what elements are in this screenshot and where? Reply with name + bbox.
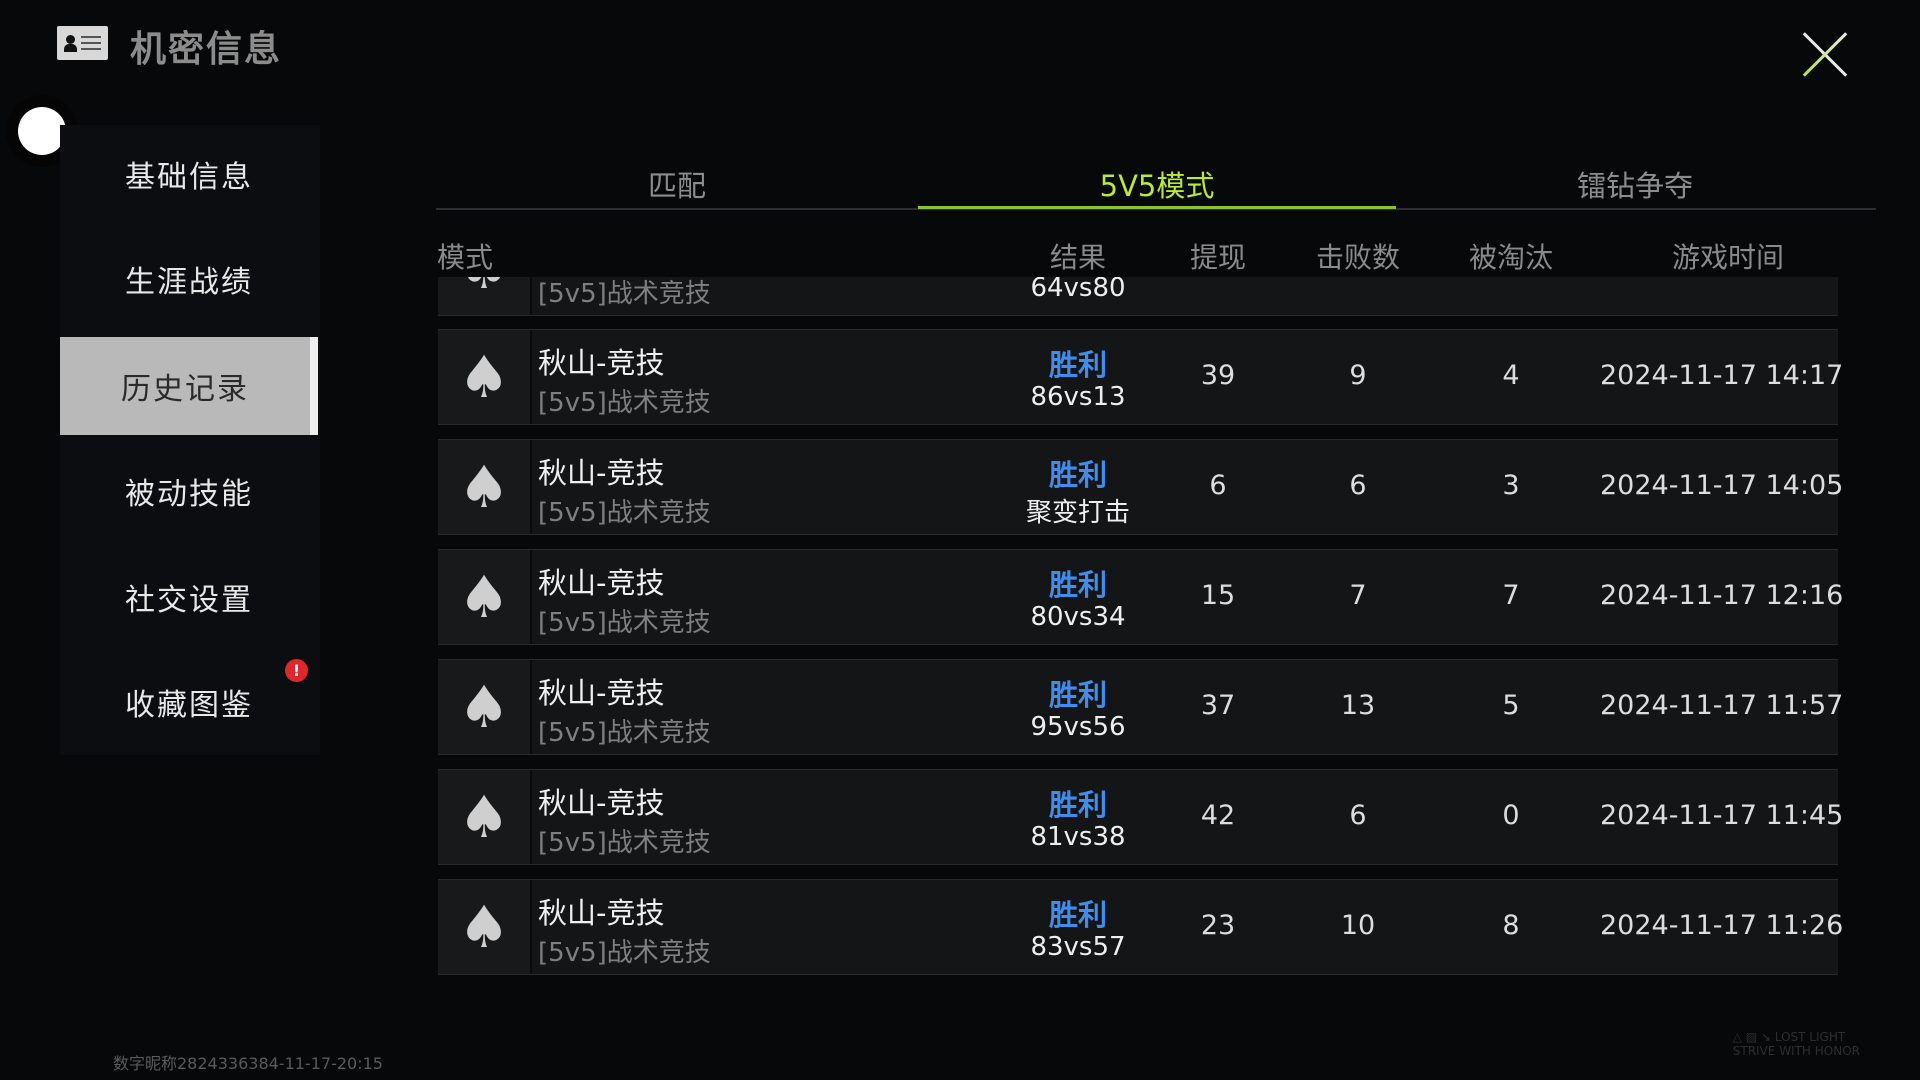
score: 80vs34: [1030, 602, 1126, 632]
cashout: 42: [1200, 800, 1236, 831]
watermark-text: 数字昵称2824336384-11-17-20:15: [113, 1054, 383, 1073]
brand-logo: △ ▨ ↘ LOST LIGHT STRIVE WITH HONOR: [1732, 1030, 1860, 1058]
sidebar-item-social[interactable]: 社交设置: [125, 583, 253, 618]
eliminated: 4: [1502, 360, 1520, 391]
alert-badge: !: [285, 659, 308, 682]
tab-divider: [436, 208, 1876, 210]
table-row[interactable]: ♠ [5v5]战术竞技 64vs80: [438, 277, 1838, 316]
header-time: 游戏时间: [1671, 241, 1785, 274]
map-name: 秋山-竞技: [538, 456, 665, 490]
kills: 10: [1340, 910, 1376, 941]
mode-icon: ♠: [438, 277, 532, 315]
score: 95vs56: [1030, 712, 1126, 742]
history-table[interactable]: ♠ [5v5]战术竞技 64vs80 ♠ 秋山-竞技 [5v5]战术竞技 胜利 …: [436, 277, 1846, 977]
mode-name: [5v5]战术竞技: [538, 608, 711, 638]
mode-icon: ♠: [438, 660, 532, 754]
id-card-icon: [57, 26, 108, 60]
table-row[interactable]: ♠ 秋山-竞技 [5v5]战术竞技 胜利 83vs57 23 10 8 2024…: [438, 879, 1846, 975]
result: 胜利: [1048, 348, 1108, 382]
cashout: 6: [1209, 470, 1227, 501]
header-eliminated: 被淘汰: [1468, 241, 1554, 274]
game-time: 2024-11-17 11:57:45: [1600, 690, 1846, 721]
tab-diamond[interactable]: 镭钻争夺: [1576, 169, 1693, 203]
header-mode: 模式: [436, 241, 494, 274]
eliminated: 8: [1502, 910, 1520, 941]
result: 胜利: [1048, 458, 1108, 492]
sidebar-item-history[interactable]: 历史记录: [60, 337, 318, 435]
table-row[interactable]: ♠ 秋山-竞技 [5v5]战术竞技 胜利 86vs13 39 9 4 2024-…: [438, 329, 1846, 425]
map-name: 秋山-竞技: [538, 566, 665, 600]
cashout: 39: [1200, 360, 1236, 391]
score: 聚变打击: [1025, 498, 1131, 528]
mode-name: [5v5]战术竞技: [538, 388, 711, 418]
mode-name: [5v5]战术竞技: [538, 828, 711, 858]
sidebar-item-career[interactable]: 生涯战绩: [125, 265, 253, 300]
result: 胜利: [1048, 678, 1108, 712]
sidebar: 基础信息 生涯战绩 历史记录 被动技能 社交设置 收藏图鉴: [60, 125, 320, 755]
map-name: 秋山-竞技: [538, 786, 665, 820]
kills: 6: [1349, 800, 1367, 831]
eliminated: 7: [1502, 580, 1520, 611]
kills: 6: [1349, 470, 1367, 501]
mode-name: [5v5]战术竞技: [538, 279, 711, 309]
score: 83vs57: [1030, 932, 1126, 962]
mode-icon: ♠: [438, 330, 532, 424]
map-name: 秋山-竞技: [538, 896, 665, 930]
score: 86vs13: [1030, 382, 1126, 412]
mode-name: [5v5]战术竞技: [538, 718, 711, 748]
result: 胜利: [1048, 788, 1108, 822]
mode-name: [5v5]战术竞技: [538, 498, 711, 528]
mode-icon: ♠: [438, 770, 532, 864]
header-result: 结果: [1049, 241, 1107, 274]
table-row[interactable]: ♠ 秋山-竞技 [5v5]战术竞技 胜利 95vs56 37 13 5 2024…: [438, 659, 1846, 755]
map-name: 秋山-竞技: [538, 346, 665, 380]
mode-icon: ♠: [438, 880, 532, 974]
kills: 7: [1349, 580, 1367, 611]
tab-match[interactable]: 匹配: [647, 169, 706, 203]
tab-5v5[interactable]: 5V5模式: [1099, 169, 1215, 203]
map-name: 秋山-竞技: [538, 676, 665, 710]
kills: 13: [1340, 690, 1376, 721]
result: 胜利: [1048, 898, 1108, 932]
mode-icon: ♠: [438, 440, 532, 534]
eliminated: 0: [1502, 800, 1520, 831]
game-time: 2024-11-17 11:45:02: [1600, 800, 1846, 831]
page-title: 机密信息: [130, 29, 283, 70]
table-row[interactable]: ♠ 秋山-竞技 [5v5]战术竞技 胜利 80vs34 15 7 7 2024-…: [438, 549, 1846, 645]
result: 胜利: [1048, 568, 1108, 602]
mode-name: [5v5]战术竞技: [538, 938, 711, 968]
table-row[interactable]: ♠ 秋山-竞技 [5v5]战术竞技 胜利 81vs38 42 6 0 2024-…: [438, 769, 1846, 865]
game-time: 2024-11-17 11:26:29: [1600, 910, 1846, 941]
header-cashout: 提现: [1189, 241, 1247, 274]
kills: 9: [1349, 360, 1367, 391]
game-time: 2024-11-17 14:17:28: [1600, 360, 1846, 391]
game-time: 2024-11-17 14:05:16: [1600, 470, 1846, 501]
close-icon[interactable]: [1800, 30, 1850, 80]
cashout: 37: [1200, 690, 1236, 721]
cashout: 15: [1200, 580, 1236, 611]
score: 81vs38: [1030, 822, 1126, 852]
cashout: 23: [1200, 910, 1236, 941]
score: 64vs80: [1030, 277, 1126, 303]
mode-icon: ♠: [438, 550, 532, 644]
tab-underline: [918, 206, 1396, 209]
eliminated: 5: [1502, 690, 1520, 721]
sidebar-item-collection[interactable]: 收藏图鉴: [125, 688, 253, 723]
sidebar-item-basic-info[interactable]: 基础信息: [125, 160, 253, 195]
table-row[interactable]: ♠ 秋山-竞技 [5v5]战术竞技 胜利 聚变打击 6 6 3 2024-11-…: [438, 439, 1846, 535]
avatar[interactable]: [18, 107, 66, 155]
game-time: 2024-11-17 12:16:41: [1600, 580, 1846, 611]
header-kills: 击败数: [1315, 241, 1401, 274]
sidebar-item-passive-skills[interactable]: 被动技能: [125, 477, 253, 512]
eliminated: 3: [1502, 470, 1520, 501]
